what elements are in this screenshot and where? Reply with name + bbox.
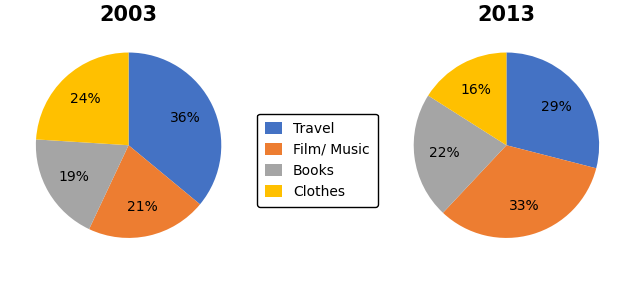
Text: 24%: 24% — [70, 92, 101, 106]
Wedge shape — [36, 52, 128, 145]
Text: 33%: 33% — [509, 199, 539, 213]
Text: 29%: 29% — [541, 100, 572, 114]
Wedge shape — [89, 145, 200, 238]
Wedge shape — [36, 139, 128, 229]
Title: 2013: 2013 — [478, 5, 535, 25]
Legend: Travel, Film/ Music, Books, Clothes: Travel, Film/ Music, Books, Clothes — [257, 114, 378, 207]
Text: 16%: 16% — [460, 83, 491, 97]
Text: 19%: 19% — [59, 170, 90, 184]
Wedge shape — [428, 52, 507, 145]
Wedge shape — [128, 52, 221, 204]
Title: 2003: 2003 — [100, 5, 157, 25]
Text: 22%: 22% — [429, 146, 459, 160]
Wedge shape — [507, 52, 599, 168]
Wedge shape — [443, 145, 596, 238]
Wedge shape — [414, 96, 507, 213]
Text: 21%: 21% — [127, 200, 157, 214]
Text: 36%: 36% — [170, 111, 201, 125]
